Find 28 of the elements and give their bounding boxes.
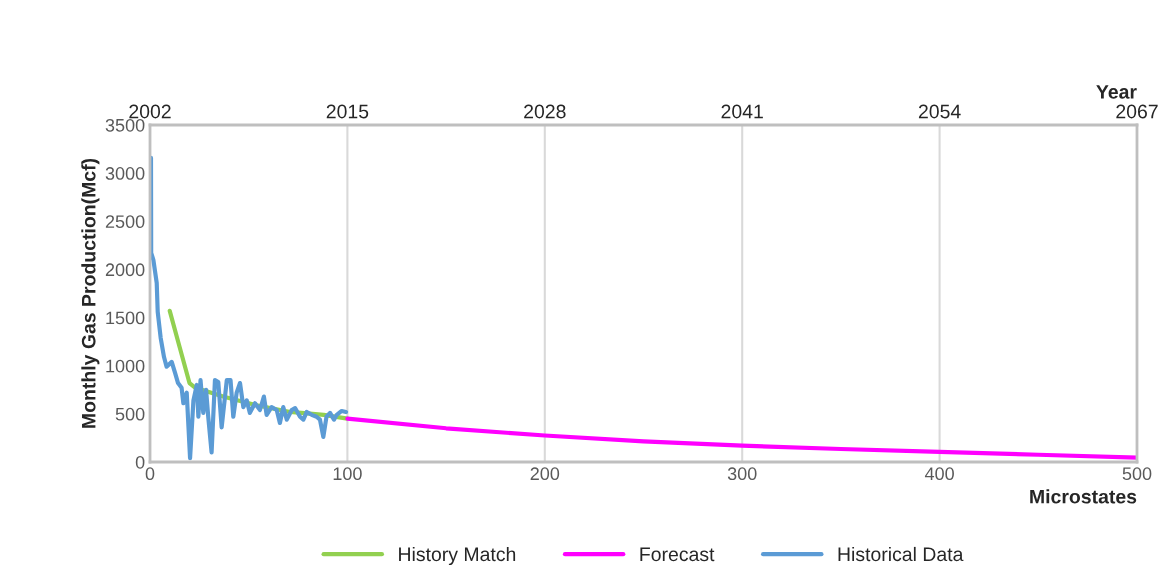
legend-label: Forecast [640, 547, 715, 562]
x-tick-label: 0 [145, 467, 155, 481]
y-tick-label: 2500 [105, 215, 145, 229]
y-tick-label: 3000 [105, 167, 145, 180]
x2-tick-label: 2028 [524, 104, 566, 119]
line-series [150, 155, 349, 461]
y-axis-title: Monthly Gas Production(Mcf) [81, 158, 100, 428]
x-tick-label: 200 [530, 467, 560, 481]
x-tick-label: 400 [924, 467, 954, 481]
x2-tick-label: 2002 [129, 104, 171, 119]
x2-tick-label: 2015 [326, 104, 369, 119]
y-tick-label: 1000 [106, 359, 145, 373]
x2-tick-label: 2054 [918, 104, 961, 119]
x2-axis-title: Year [1096, 85, 1137, 99]
x-tick-label: 100 [333, 467, 362, 481]
x-axis-title: Microstates [1030, 489, 1137, 504]
x2-tick-label: 2067 [1116, 104, 1158, 119]
line-series [345, 416, 1137, 460]
y-tick-label: 0 [135, 455, 145, 469]
y-tick-label: 2000 [105, 263, 145, 277]
legend-label: Historical Data [838, 546, 964, 562]
x2-tick-label: 2041 [721, 104, 763, 119]
x-tick-label: 300 [727, 467, 757, 481]
x-tick-label: 500 [1122, 467, 1152, 481]
legend-label: History Match [399, 546, 516, 566]
y-tick-label: 500 [115, 407, 145, 421]
y-tick-label: 3500 [105, 118, 145, 132]
y-tick-label: 1500 [106, 311, 145, 325]
